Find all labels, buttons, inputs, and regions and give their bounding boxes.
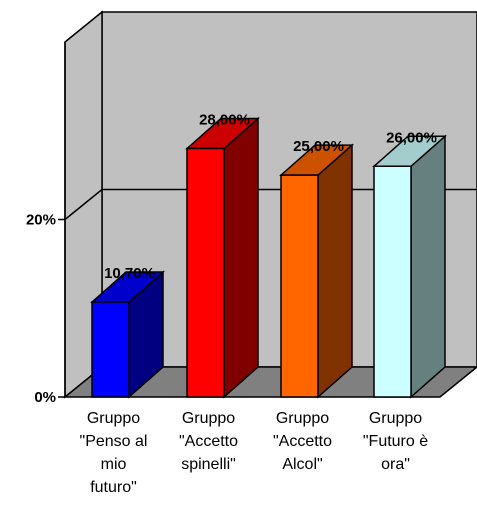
- bar-front: [280, 174, 319, 398]
- category-label: Gruppo "Futuro è ora": [363, 410, 428, 473]
- category-label-line: futuro": [90, 479, 137, 496]
- y-tick-label: 20%: [26, 212, 56, 229]
- bar-side: [317, 143, 353, 399]
- bar-front: [373, 165, 412, 398]
- bar-front: [91, 301, 130, 398]
- category-label-line: ora": [381, 456, 410, 473]
- bar-front: [186, 147, 225, 398]
- category-label: Gruppo "Accetto spinelli": [179, 410, 238, 473]
- bar: [185, 116, 260, 399]
- category-label-line: Gruppo: [87, 410, 140, 427]
- category-labels: Gruppo "Penso al mio futuro" Gruppo "Accetto s…: [80, 410, 429, 496]
- category-label: Gruppo "Penso al mio futuro": [80, 410, 148, 496]
- category-label-line: "Futuro è: [363, 433, 428, 450]
- bar: [90, 270, 165, 399]
- category-label: Gruppo "Accetto Alcol": [273, 410, 332, 473]
- category-label-line: "Penso al: [80, 433, 148, 450]
- category-label-line: "Accetto: [179, 433, 238, 450]
- bar: [372, 134, 447, 399]
- category-label-line: mio: [101, 456, 127, 473]
- category-label-line: Gruppo: [182, 410, 235, 427]
- y-axis-ticks: 0% 20%: [26, 212, 65, 406]
- bar-side: [223, 116, 259, 399]
- bars: [90, 116, 447, 399]
- category-label-line: spinelli": [181, 456, 236, 473]
- bar: [279, 143, 354, 399]
- bar-side: [410, 134, 446, 399]
- data-label: 28,00%: [199, 112, 250, 129]
- data-label: 25,00%: [293, 138, 344, 155]
- data-labels: 10,70% 28,00% 25,00% 26,00%: [104, 112, 437, 283]
- data-label: 10,70%: [104, 265, 155, 282]
- data-label: 26,00%: [386, 129, 437, 146]
- category-label-line: "Accetto: [273, 433, 332, 450]
- category-label-line: Alcol": [282, 456, 322, 473]
- category-label-line: Gruppo: [276, 410, 329, 427]
- y-tick-label: 0%: [34, 389, 56, 406]
- category-label-line: Gruppo: [369, 410, 422, 427]
